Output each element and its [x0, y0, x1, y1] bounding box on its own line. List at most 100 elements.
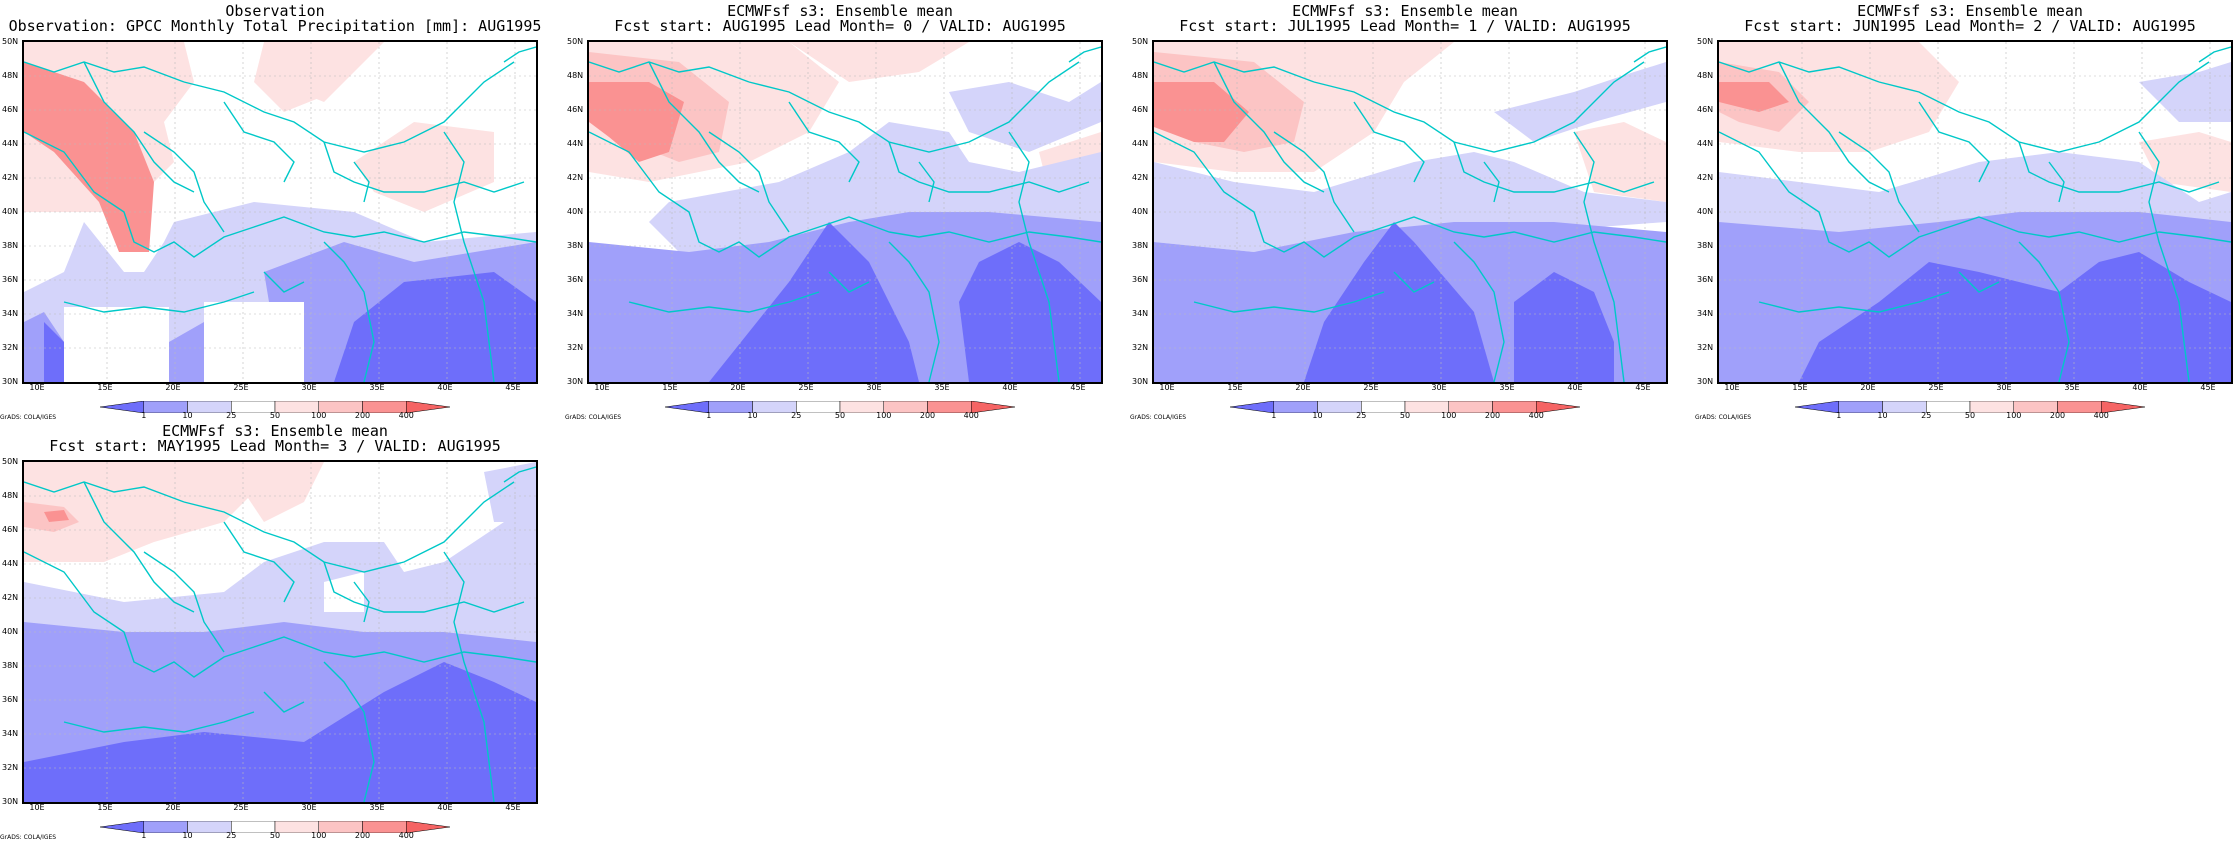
lat-tick-label: 32N	[567, 343, 584, 352]
coastline	[1719, 61, 1880, 83]
coastline	[589, 61, 750, 83]
colorbar-tick-label: 100	[1441, 411, 1457, 420]
lon-tick-label: 20E	[1295, 383, 1311, 392]
precip-contour-fill	[24, 522, 536, 662]
lat-tick-label: 48N	[1132, 71, 1149, 80]
lat-tick-label: 34N	[1697, 309, 1714, 318]
coastline	[63, 291, 255, 313]
map-svg	[24, 42, 536, 382]
lon-tick-label: 25E	[1928, 383, 1944, 392]
panel-subtitle: Observation: GPCC Monthly Total Precipit…	[8, 17, 542, 35]
colorbar-tick-label: 200	[354, 411, 371, 420]
coastline	[323, 561, 525, 613]
lon-tick-label: 15E	[662, 383, 678, 392]
colorbar-tick-label: 400	[398, 831, 414, 840]
colorbar	[99, 818, 451, 837]
map-svg	[589, 42, 1101, 382]
lat-tick-label: 50N	[567, 37, 584, 46]
lat-tick-label: 36N	[1697, 275, 1714, 284]
lon-tick-label: 30E	[1431, 383, 1447, 392]
colorbar-tick-label: 100	[876, 411, 892, 420]
map-plot-area	[1717, 40, 2233, 384]
lat-tick-label: 30N	[1697, 377, 1714, 386]
lat-tick-label: 50N	[1132, 37, 1149, 46]
precip-contour-fill	[44, 322, 64, 382]
lon-tick-label: 25E	[1363, 383, 1379, 392]
lon-tick-label: 15E	[97, 383, 113, 392]
panel-title: ECMWFsf s3: Ensemble mean	[727, 2, 953, 20]
coastline	[2138, 131, 2190, 382]
lat-tick-label: 30N	[1132, 377, 1149, 386]
lon-tick-label: 40E	[2132, 383, 2148, 392]
coastline	[1393, 271, 1435, 293]
lat-tick-label: 42N	[1697, 173, 1714, 182]
precip-contour-fill	[224, 462, 324, 522]
coastline	[1273, 131, 1355, 233]
coastline	[323, 661, 375, 802]
lat-tick-label: 40N	[1132, 207, 1149, 216]
map-panel-lead3: ECMWFsf s3: Ensemble mean Fcst start: MA…	[0, 420, 550, 841]
colorbar-swatch	[1536, 400, 1581, 414]
colorbar-tick-label: 100	[311, 831, 327, 840]
lon-tick-label: 45E	[1070, 383, 1086, 392]
map-svg	[24, 462, 536, 802]
precip-contour-fill	[44, 510, 69, 522]
lat-tick-label: 42N	[2, 593, 19, 602]
coastline	[1878, 61, 2210, 153]
colorbar-tick-label: 25	[226, 831, 237, 840]
map-svg	[1154, 42, 1666, 382]
coastline	[223, 521, 295, 603]
panel-title: ECMWFsf s3: Ensemble mean	[1292, 2, 1518, 20]
coastline	[183, 61, 515, 153]
colorbar-tick-label: 1	[1271, 411, 1277, 420]
lat-tick-label: 42N	[567, 173, 584, 182]
colorbar	[99, 398, 451, 417]
lat-tick-label: 48N	[2, 71, 19, 80]
coastline	[1573, 131, 1625, 382]
precip-contour-fill	[1494, 62, 1666, 142]
coastline	[628, 291, 820, 313]
colorbar-tick-label: 100	[2006, 411, 2022, 420]
lon-tick-label: 10E	[1724, 383, 1740, 392]
lat-tick-label: 40N	[2, 207, 19, 216]
grads-credit: GrADS: COLA/IGES	[0, 414, 57, 421]
lat-tick-label: 36N	[1132, 275, 1149, 284]
lon-tick-label: 45E	[505, 803, 521, 812]
panel-subtitle: Fcst start: MAY1995 Lead Month= 3 / VALI…	[49, 437, 501, 455]
coastline	[263, 271, 305, 293]
lat-tick-label: 36N	[2, 695, 19, 704]
coastline	[1633, 46, 1666, 63]
precip-contour-fill	[589, 82, 684, 162]
colorbar-tick-label: 10	[1312, 411, 1323, 420]
panel-subtitle: Fcst start: AUG1995 Lead Month= 0 / VALI…	[614, 17, 1066, 35]
precip-contour-fill	[24, 462, 254, 562]
colorbar-tick-label: 100	[311, 411, 327, 420]
lat-tick-label: 32N	[2, 763, 19, 772]
coastline	[1758, 291, 1950, 313]
coastline	[888, 141, 1090, 193]
lat-tick-label: 44N	[1697, 139, 1714, 148]
lon-tick-label: 35E	[1499, 383, 1515, 392]
lat-tick-label: 32N	[1132, 343, 1149, 352]
coastline	[2198, 46, 2231, 63]
lon-tick-label: 15E	[1792, 383, 1808, 392]
lat-tick-label: 38N	[1697, 241, 1714, 250]
precip-contour-fill	[1514, 272, 1614, 382]
lon-tick-label: 40E	[1002, 383, 1018, 392]
lat-tick-label: 50N	[2, 37, 19, 46]
colorbar-tick-label: 200	[354, 831, 371, 840]
coastline	[2018, 141, 2220, 193]
lat-tick-label: 48N	[2, 491, 19, 500]
panel-subtitle: Fcst start: JUL1995 Lead Month= 1 / VALI…	[1179, 17, 1631, 35]
coastline	[1453, 241, 1505, 382]
colorbar-swatch	[971, 400, 1016, 414]
coastline	[1068, 46, 1101, 63]
coastline	[353, 581, 370, 623]
lat-tick-label: 42N	[2, 173, 19, 182]
precip-contour-fill	[1154, 82, 1249, 142]
precip-contour-fill	[2139, 62, 2231, 122]
coastline	[24, 131, 536, 258]
lon-tick-label: 45E	[2200, 383, 2216, 392]
map-panel-lead0: ECMWFsf s3: Ensemble mean Fcst start: AU…	[565, 0, 1115, 421]
precip-contour-fill	[254, 42, 354, 112]
